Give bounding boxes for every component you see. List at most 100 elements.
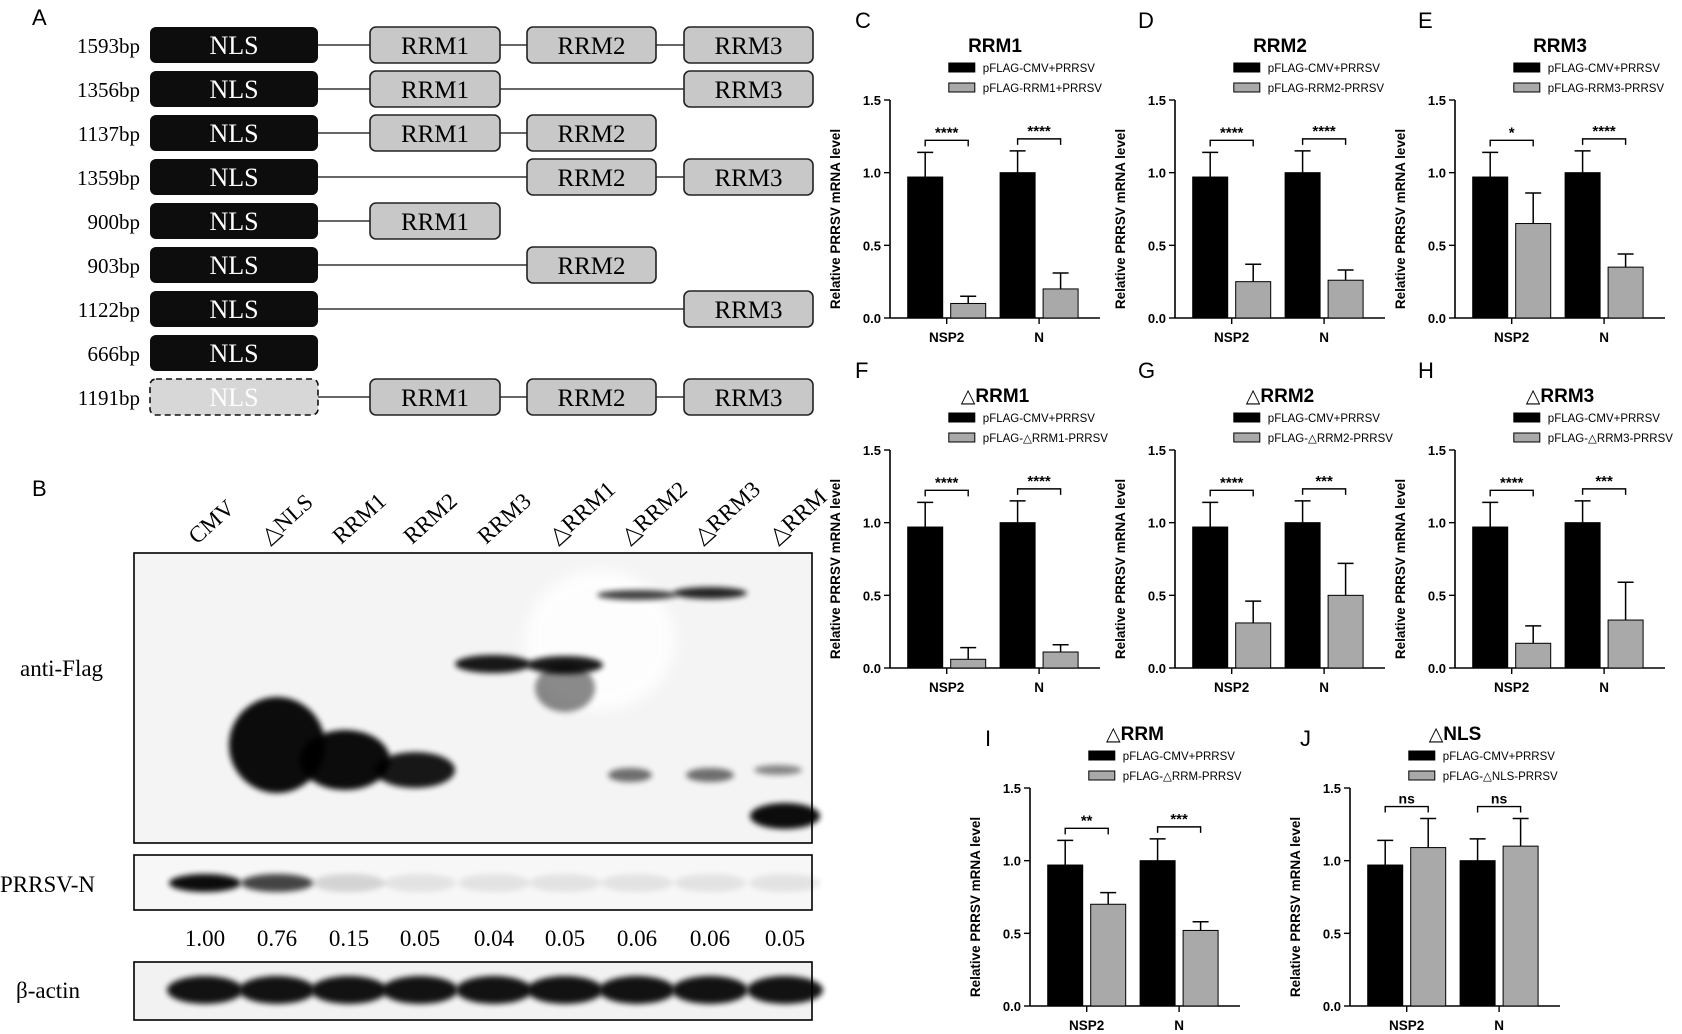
lane-label: △RRM1 [544,476,620,548]
rrm-domain-box [369,70,501,108]
significance-bracket [1016,138,1062,145]
protein-band [750,803,820,829]
band-intensity-value: 0.05 [545,926,585,951]
significance-bracket [924,139,969,147]
blot-label: β-actin [16,978,81,1003]
legend-swatch [948,62,976,73]
rrm-domain-box [369,114,501,152]
chart-panel: F △RRM1 pFLAG-CMV+PRRSV pFLAG-△RRM1-PRRSV 0.… [828,358,1108,695]
construct-length: 1593bp [77,34,140,58]
nls-label: NLS [209,295,258,324]
legend-label: pFLAG-△RRM2-PRRSV [1268,433,1393,445]
bar [1327,279,1364,319]
chart-panel: C RRM1 pFLAG-CMV+PRRSV pFLAG-RRM1+PRRSV 0.0 0… [828,8,1102,345]
legend-label: pFLAG-CMV+PRRSV [983,63,1095,75]
construct-row: 1122bp NLS RRM3 [78,290,814,328]
bar [1235,281,1272,319]
chart-title: RRM1 [968,36,1022,57]
chart-panel: H △RRM3 pFLAG-CMV+PRRSV pFLAG-△RRM3-PRRSV 0.… [1393,358,1673,695]
lane-label: △RRM3 [689,476,765,548]
protein-band [747,976,823,1004]
lane-label: CMV [184,495,240,549]
legend-label: pFLAG-RRM3-PRRSV [1548,83,1665,95]
legend-label: pFLAG-CMV+PRRSV [1123,751,1235,763]
bar [1042,288,1079,319]
rrm-domain-box [369,26,501,64]
rrm-domain-box [526,26,657,64]
legend-label: pFLAG-CMV+PRRSV [1268,413,1380,425]
protein-band [529,874,601,892]
chart-panel: D RRM2 pFLAG-CMV+PRRSV pFLAG-RRM2-PRRSV 0.0 0… [1113,8,1385,345]
rrm-domain-label: RRM3 [714,385,782,412]
significance-label: **** [1592,123,1616,140]
bar [1502,845,1539,1007]
bar [1367,864,1404,1007]
bar [999,172,1036,319]
rrm-domain-label: RRM3 [714,77,782,104]
y-tick-label: 0.0 [1148,311,1166,326]
construct-row: 903bp NLS RRM2 [88,246,657,284]
protein-band [672,976,748,1004]
legend-label: pFLAG-RRM1+PRRSV [983,83,1103,95]
construct-length: 1137bp [78,122,140,146]
significance-label: **** [935,124,959,141]
bar [1472,176,1509,319]
nls-label: NLS [209,207,258,236]
panel-letter: E [1418,8,1433,33]
x-tick-label: N [1599,680,1609,695]
significance-label: *** [1170,811,1188,828]
nls-label: NLS [209,383,258,412]
y-tick-label: 1.5 [1323,781,1341,796]
bar [1042,651,1079,669]
y-tick-label: 0.0 [1428,661,1446,676]
rrm-domain-box [683,70,814,108]
rrm-domain-box [683,26,814,64]
panel-letter: J [1300,726,1311,751]
significance-bracket [1301,488,1347,495]
y-tick-label: 0.5 [863,588,881,603]
anti-flag-blot [133,552,820,844]
bar [1284,172,1321,319]
protein-band [458,874,530,892]
bar [999,522,1036,669]
chart-panel: J △NLS pFLAG-CMV+PRRSV pFLAG-△NLS-PRRSV 0.0 0… [1288,724,1560,1033]
significance-bracket [1476,805,1522,813]
lane-label: RRM2 [399,488,462,548]
bar [1139,860,1176,1007]
rrm-domain-box [526,378,657,416]
nls-box [150,115,318,151]
protein-band [754,765,802,775]
x-tick-label: N [1319,680,1329,695]
protein-band [241,874,313,892]
bar [1515,642,1552,669]
protein-band [535,664,595,712]
bar [1564,522,1601,669]
protein-band [229,697,325,793]
nls-label: NLS [209,163,258,192]
y-tick-label: 0.5 [863,238,881,253]
nls-box [150,27,318,63]
construct-row: 1356bp NLS RRM1 RRM3 [77,70,814,108]
y-tick-label: 1.0 [1148,516,1166,531]
nls-box [150,203,318,239]
rrm-domain-box [683,158,814,196]
legend-swatch [1513,82,1541,93]
y-tick-label: 1.5 [1003,781,1021,796]
legend-swatch [1088,770,1116,781]
bar [1607,619,1644,669]
legend-swatch [1408,750,1436,761]
construct-length: 1359bp [77,166,140,190]
chart-title: △RRM [1106,724,1164,745]
rrm-domain-label: RRM2 [557,165,625,192]
chart-title: △RRM3 [1526,386,1594,407]
x-tick-label: NSP2 [1214,330,1249,345]
y-tick-label: 1.0 [863,166,881,181]
x-tick-label: N [1174,1018,1184,1033]
construct-length: 903bp [88,254,141,278]
y-tick-label: 1.0 [1003,854,1021,869]
y-axis-label: Relative PRRSV mRNA level [1113,129,1128,309]
panel-letter: D [1138,8,1154,33]
band-intensity-value: 0.04 [474,926,515,951]
